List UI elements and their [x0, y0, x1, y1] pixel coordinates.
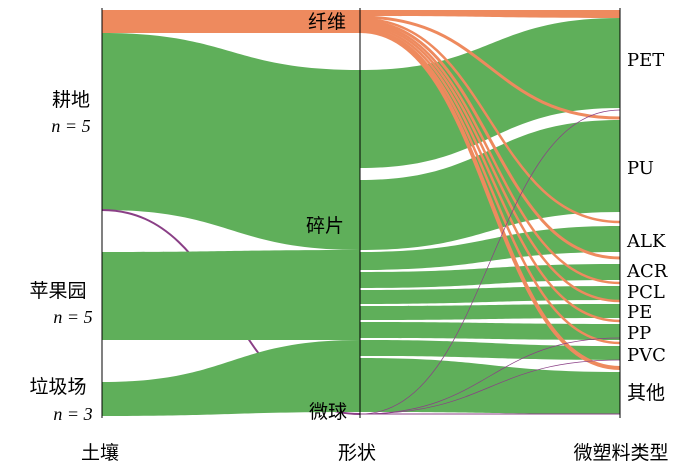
flow-microsphere-pvc — [359, 359, 621, 415]
axis-title-shape: 形状 — [338, 442, 376, 464]
flow-farmland-fiber — [102, 10, 360, 33]
axis-title-plastic: 微塑料类型 — [573, 442, 668, 464]
flow-farmland-fragment — [102, 33, 360, 250]
plastic-node-label: PU — [627, 158, 654, 179]
soil-node-label: 苹果园 — [29, 280, 86, 302]
soil-node-n-label: n = 3 — [53, 404, 92, 424]
plastic-node-label: PET — [627, 50, 664, 71]
flow-orchard-fragment — [102, 250, 360, 340]
shape-node-label: 纤维 — [308, 11, 346, 33]
flow-fiber-pu — [359, 15, 621, 120]
flow-fragment-pvc — [360, 340, 620, 360]
plastic-node-label: ALK — [626, 231, 666, 252]
flow-fragment-other — [360, 358, 620, 414]
flow-fiber-other — [359, 29, 621, 370]
flow-landfill-fragment — [102, 340, 360, 416]
flow-fragment-pp — [360, 322, 620, 340]
flow-fiber-pe — [359, 23, 621, 303]
flow-fiber-alk — [359, 17, 621, 224]
plastic-node-label: ACR — [626, 261, 668, 282]
flow-fiber-pcl — [359, 21, 621, 285]
soil-node-n-label: n = 5 — [51, 116, 90, 136]
flow-fragment-pcl — [360, 286, 620, 304]
plastic-node-label: PE — [627, 302, 652, 323]
axis-title-soil: 土壤 — [81, 442, 119, 464]
shape-node-label: 碎片 — [306, 215, 344, 237]
soil-node-n-label: n = 5 — [53, 307, 92, 327]
flow-fragment-alk — [360, 226, 620, 270]
plastic-node-label: 其他 — [627, 382, 665, 404]
flow-fiber-pvc — [359, 27, 621, 345]
plastic-node-label: PVC — [627, 345, 666, 366]
plastic-node-label: PCL — [627, 282, 665, 303]
flow-microsphere-pp — [359, 337, 621, 415]
flow-fiber-pp — [359, 25, 621, 323]
soil-node-label: 耕地 — [52, 89, 90, 111]
flow-microsphere-pet — [359, 109, 621, 415]
plastic-node-label: PP — [627, 323, 651, 344]
flow-fiber-pet — [360, 10, 620, 18]
flow-fiber-acr — [359, 19, 621, 260]
soil-node-label: 垃圾场 — [29, 376, 86, 398]
flow-fragment-pet — [360, 18, 620, 168]
shape-node-label: 微球 — [309, 401, 347, 423]
